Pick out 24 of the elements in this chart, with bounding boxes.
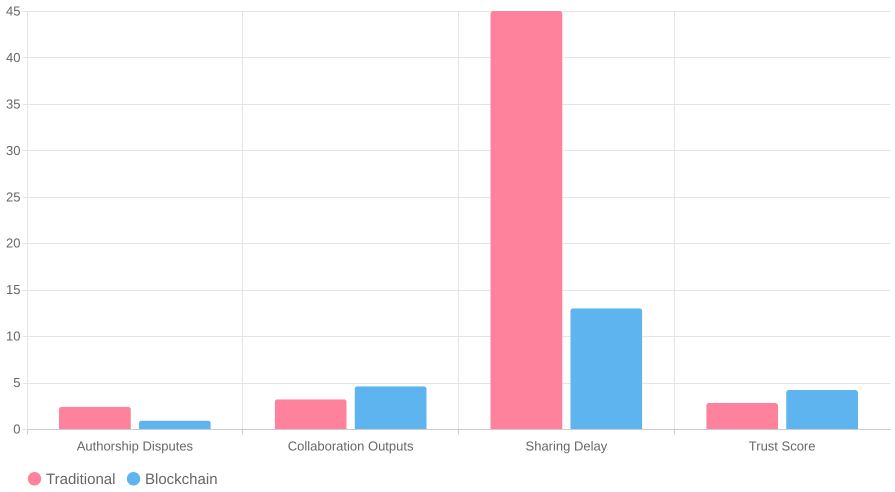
y-tick-label: 15 bbox=[6, 282, 20, 298]
bar bbox=[786, 390, 858, 429]
bar bbox=[490, 11, 562, 429]
bar bbox=[570, 308, 642, 429]
y-tick-label: 30 bbox=[6, 142, 20, 158]
legend-label: Traditional bbox=[46, 470, 116, 488]
y-tick-label: 20 bbox=[6, 236, 20, 251]
bar bbox=[138, 420, 211, 429]
bar bbox=[58, 406, 131, 429]
x-tick-label: Collaboration Outputs bbox=[288, 438, 414, 454]
bar bbox=[354, 386, 427, 429]
y-tick-label: 10 bbox=[6, 328, 20, 344]
x-tick-label: Authorship Disputes bbox=[76, 438, 194, 454]
y-tick-label: 40 bbox=[6, 50, 20, 65]
y-tick-label: 35 bbox=[6, 96, 20, 112]
bar bbox=[274, 399, 347, 429]
y-tick-label: 45 bbox=[6, 4, 20, 18]
legend-label: Blockchain bbox=[145, 470, 218, 488]
x-tick-label: Sharing Delay bbox=[526, 438, 608, 454]
x-tick-label: Trust Score bbox=[748, 438, 816, 454]
y-tick-label: 0 bbox=[13, 422, 20, 436]
bar bbox=[706, 402, 778, 429]
y-tick-label: 5 bbox=[13, 375, 20, 390]
y-tick-label: 25 bbox=[6, 189, 20, 204]
